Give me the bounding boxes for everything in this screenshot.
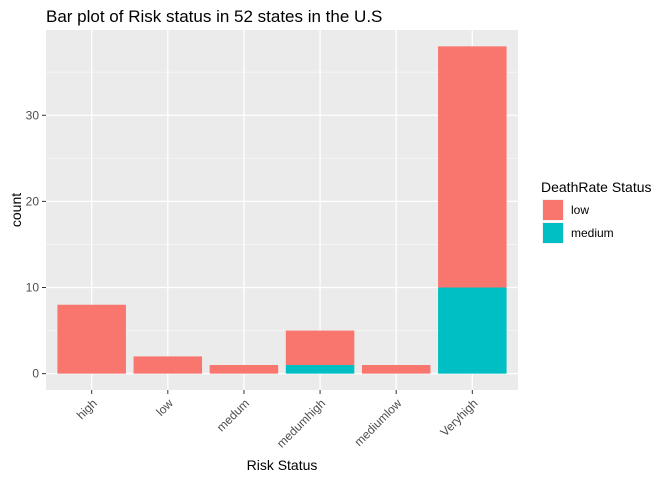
- x-axis-title: Risk Status: [247, 457, 318, 473]
- y-tick-label: 0: [32, 367, 39, 381]
- legend-label-low: low: [571, 203, 589, 217]
- legend-title: DeathRate Status: [541, 179, 652, 195]
- bar-low: [57, 304, 126, 374]
- x-tick-label: medumhigh: [274, 396, 328, 450]
- x-tick-label: low: [153, 396, 176, 419]
- x-tick-label: Veryhigh: [438, 396, 481, 439]
- bar-medium: [285, 365, 355, 374]
- y-tick-label: 30: [26, 108, 40, 122]
- x-axis: high low medum medumhigh mediumlow Veryhigh: [74, 390, 481, 450]
- bar-low: [133, 356, 203, 374]
- x-tick-label: high: [74, 396, 100, 422]
- bars: [57, 46, 507, 374]
- bar-low: [438, 46, 507, 288]
- y-tick-label: 20: [26, 194, 40, 208]
- legend: DeathRate Status low medium: [541, 179, 652, 244]
- bar-medium: [438, 287, 507, 374]
- y-axis-title: count: [8, 193, 24, 227]
- bar-low: [209, 365, 279, 374]
- y-axis: 0 10 20 30: [26, 108, 46, 381]
- chart-title: Bar plot of Risk status in 52 states in …: [46, 7, 382, 26]
- x-tick-label: mediumlow: [352, 396, 405, 449]
- bar-low: [285, 330, 355, 366]
- x-tick-label: medum: [214, 396, 252, 434]
- legend-key-low: [543, 200, 563, 220]
- legend-key-medium: [543, 223, 563, 243]
- bar-low: [361, 365, 431, 374]
- y-tick-label: 10: [26, 281, 40, 295]
- legend-label-medium: medium: [571, 226, 614, 240]
